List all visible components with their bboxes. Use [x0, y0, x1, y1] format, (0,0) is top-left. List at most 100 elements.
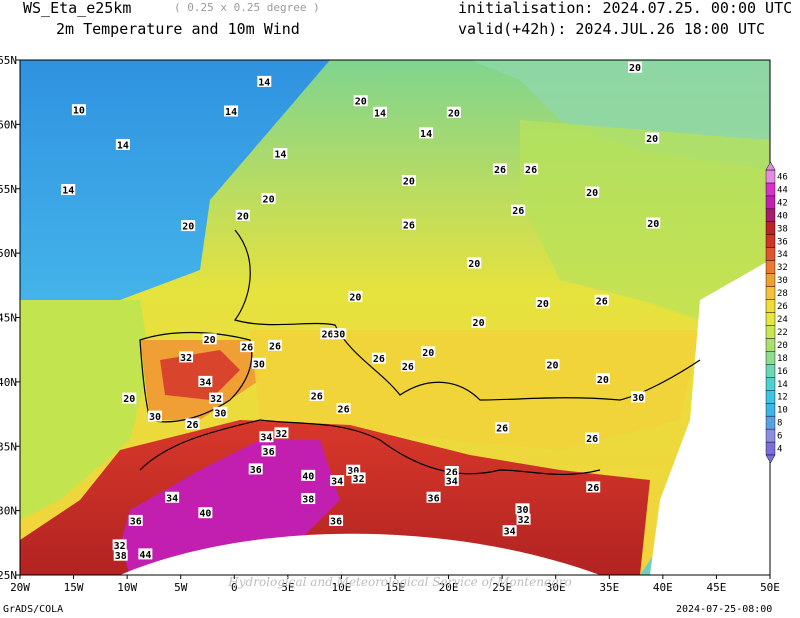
- contour-label-box: [165, 491, 180, 503]
- contour-label-text: 36: [250, 465, 262, 476]
- contour-label: 20: [467, 257, 482, 270]
- legend-swatch: [765, 428, 776, 443]
- contour-label-box: [400, 360, 415, 372]
- contour-label-box: [426, 491, 441, 503]
- lon-label: 5W: [174, 581, 188, 594]
- legend-label: 8: [777, 419, 782, 429]
- contour-label-box: [511, 204, 526, 216]
- contour-label: 14: [61, 184, 76, 197]
- lon-label: 40E: [653, 581, 673, 594]
- contour-label: 26: [268, 339, 282, 352]
- legend-label: 18: [777, 354, 788, 364]
- contour-label-text: 26: [402, 362, 414, 373]
- contour-label: 26: [371, 352, 386, 365]
- no-data-region-southeast: [650, 260, 770, 575]
- contour-label-text: 26: [494, 165, 506, 176]
- contour-label-box: [545, 359, 560, 371]
- contour-label: 26: [444, 466, 459, 479]
- contour-label-box: [628, 61, 642, 73]
- legend-label: 10: [777, 406, 788, 416]
- contour-label: 34: [502, 525, 517, 538]
- map-field: [20, 60, 770, 575]
- lon-label: 45E: [706, 581, 726, 594]
- contour-label-box: [198, 507, 213, 519]
- contour-label-box: [181, 220, 196, 232]
- contour-label-text: 34: [199, 377, 211, 388]
- contour-label-text: 20: [448, 108, 460, 119]
- contour-label-text: 14: [420, 129, 432, 140]
- contour-label-box: [202, 333, 217, 345]
- contour-label-text: 26: [186, 420, 198, 431]
- lon-label: 10W: [117, 581, 137, 594]
- contour-labels: 10 14 14 14 14 14 14 14 20 20 20 20 20 20 20 20 20 20 20 20…: [61, 61, 661, 562]
- legend-label: 14: [777, 380, 788, 390]
- contour-label-text: 30: [516, 505, 528, 516]
- contour-label-text: 14: [62, 186, 74, 197]
- contour-label-box: [332, 328, 347, 340]
- contour-label-text: 40: [199, 509, 211, 520]
- lat-label: 25N: [0, 569, 17, 582]
- contour-label-text: 20: [237, 211, 249, 222]
- contour-label: 20: [261, 193, 276, 206]
- legend-swatch: [765, 234, 776, 248]
- contour-label-text: 20: [349, 292, 361, 303]
- contour-label-text: 14: [374, 108, 386, 119]
- contour-label-text: 40: [302, 471, 314, 482]
- coastline-africa: [139, 419, 601, 476]
- contour-label-box: [373, 106, 387, 118]
- contour-label-box: [224, 105, 239, 117]
- lat-label: 65N: [0, 54, 17, 67]
- watermark: Hydrological and Meteorological Service …: [227, 575, 571, 589]
- contour-label: 14: [224, 105, 239, 118]
- contour-label-box: [516, 513, 531, 525]
- contour-label-text: 20: [629, 63, 641, 74]
- contour-label: 14: [257, 75, 272, 88]
- legend-swatch: [765, 415, 776, 430]
- contour-label: 20: [628, 61, 642, 74]
- subtitle: 2m Temperature and 10m Wind: [56, 20, 300, 38]
- contour-label-text: 26: [525, 165, 537, 176]
- contour-label: 20: [348, 290, 363, 303]
- contour-label-text: 20: [646, 134, 658, 145]
- legend-label: 32: [777, 263, 788, 273]
- contour-label: 26: [320, 328, 335, 341]
- contour-label-text: 30: [253, 359, 265, 370]
- contour-label: 26: [495, 422, 510, 435]
- contour-label-text: 20: [537, 299, 549, 310]
- contour-label-box: [444, 475, 459, 487]
- contour-label-box: [471, 316, 486, 328]
- contour-label-box: [401, 175, 416, 187]
- contour-label-text: 30: [632, 393, 644, 404]
- contour-label-box: [502, 525, 517, 537]
- contour-label-text: 20: [263, 195, 275, 206]
- contour-label: 20: [181, 220, 196, 233]
- contour-label: 20: [646, 217, 661, 230]
- latitude-axis: 25N 30N 35N 40N 45N 50N 55N 60N 65N: [0, 54, 20, 582]
- contour-label: 36: [426, 491, 441, 504]
- lon-label: 15E: [385, 581, 405, 594]
- lat-label: 60N: [0, 118, 17, 131]
- contour-label-text: 30: [347, 466, 359, 477]
- contour-label: 20: [471, 316, 486, 329]
- contour-label-box: [346, 464, 361, 476]
- contour-label-text: 20: [647, 219, 659, 230]
- lon-label: 15W: [64, 581, 84, 594]
- legend-swatch: [765, 182, 776, 197]
- contour-label: 20: [585, 186, 600, 199]
- contour-label: 20: [353, 95, 368, 108]
- contour-label: 20: [645, 132, 660, 145]
- contour-label-text: 20: [182, 222, 194, 233]
- contour-label: 26: [493, 163, 507, 176]
- legend-top-arrow: [765, 161, 776, 171]
- contour-label-text: 26: [373, 354, 385, 365]
- contour-label-box: [122, 392, 137, 404]
- legend-label: 16: [777, 367, 788, 377]
- lat-label: 50N: [0, 247, 17, 260]
- contour-label: 36: [261, 445, 276, 458]
- contour-label-box: [353, 95, 368, 107]
- contour-label-text: 26: [338, 404, 350, 415]
- legend-label: 34: [777, 250, 788, 260]
- contour-label-box: [444, 466, 459, 477]
- contour-label-text: 26: [269, 341, 281, 352]
- contour-label: 32: [209, 392, 224, 405]
